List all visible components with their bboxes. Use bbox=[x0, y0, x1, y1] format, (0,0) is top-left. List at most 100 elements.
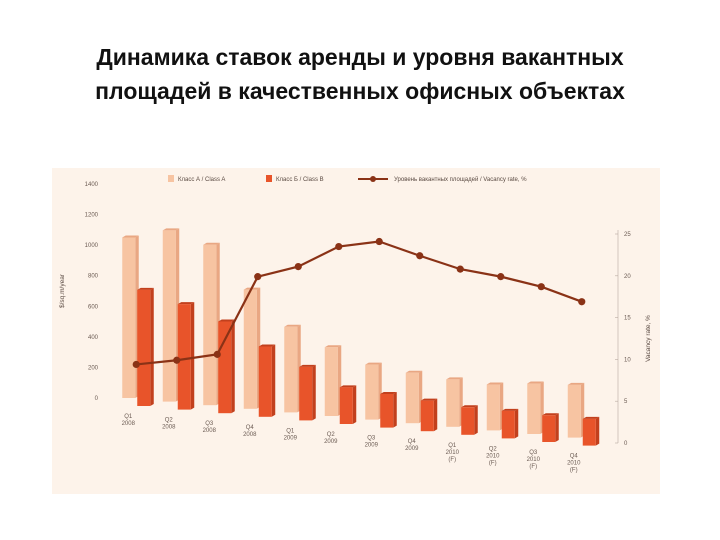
y-axis-tick-label: 1000 bbox=[85, 243, 99, 249]
x-axis-year-label: 2008 bbox=[243, 432, 257, 438]
y2-axis-tick-label: 25 bbox=[624, 232, 631, 238]
vacancy-rate-point bbox=[375, 237, 383, 246]
class-a-bar bbox=[203, 244, 217, 406]
x-axis-quarter-label: Q4 bbox=[408, 439, 417, 445]
x-axis-year-label: 2008 bbox=[162, 425, 176, 431]
class-a-bar-top bbox=[365, 362, 382, 365]
vacancy-rate-point bbox=[456, 265, 464, 273]
y-axis-tick-label: 1400 bbox=[85, 182, 99, 188]
class-b-bar bbox=[380, 393, 394, 428]
vacancy-rate-point bbox=[132, 360, 140, 369]
class-a-bar-top bbox=[203, 242, 220, 245]
vacancy-rate-point bbox=[497, 273, 505, 281]
x-axis-year-label: 2009 bbox=[405, 446, 419, 452]
class-b-bar-side bbox=[352, 385, 357, 424]
class-a-bar-top bbox=[486, 382, 504, 385]
class-b-bar-side bbox=[474, 405, 478, 435]
vacancy-rate-point bbox=[173, 356, 181, 364]
class-b-bar-side bbox=[271, 344, 276, 417]
class-b-bar-top bbox=[420, 398, 438, 401]
x-axis-year-label: 2008 bbox=[122, 421, 136, 427]
legend-label-class-b: Класс Б / Class B bbox=[276, 177, 324, 183]
class-b-bar-top bbox=[137, 287, 154, 290]
x-axis-quarter-label: Q1 bbox=[286, 428, 295, 434]
y2-axis-tick-label: 15 bbox=[624, 316, 631, 322]
rent-vacancy-chart: 0 200 400 600 800 1000 1200 1400 $/sq.m/year 0 5 10… bbox=[59, 175, 652, 474]
vacancy-rate-point bbox=[416, 252, 424, 260]
class-b-bar-side bbox=[312, 364, 316, 421]
y-axis-tick-label: 400 bbox=[88, 335, 99, 341]
class-a-bar bbox=[122, 237, 136, 398]
class-a-bar bbox=[486, 384, 500, 431]
chart-panel: 0 200 400 600 800 1000 1200 1400 $/sq.m/year 0 5 10… bbox=[52, 168, 660, 494]
class-a-bar-top bbox=[122, 235, 139, 238]
class-b-bar-top bbox=[461, 405, 478, 408]
y2-axis-tick-label: 20 bbox=[624, 274, 631, 280]
class-b-bar bbox=[258, 346, 272, 417]
class-a-bar-top bbox=[284, 324, 301, 327]
class-a-bar-top bbox=[567, 382, 585, 385]
x-axis-year-label: 2009 bbox=[284, 435, 298, 441]
class-a-bar-top bbox=[446, 377, 463, 380]
y2-axis-tick-label: 5 bbox=[624, 399, 628, 405]
class-b-bar-top bbox=[218, 319, 235, 322]
class-b-bar-top bbox=[542, 413, 559, 416]
class-b-bar bbox=[501, 410, 515, 439]
vacancy-rate-point bbox=[578, 298, 586, 306]
y-axis-tick-label: 200 bbox=[88, 365, 99, 371]
class-b-bar-top bbox=[258, 344, 276, 347]
legend-swatch-class-b bbox=[266, 175, 272, 182]
class-a-bar bbox=[162, 230, 176, 402]
x-axis-year-label: 2009 bbox=[324, 439, 338, 445]
class-b-bar bbox=[339, 387, 353, 424]
class-b-bar-top bbox=[582, 416, 600, 419]
x-axis-quarter-label: Q1 bbox=[448, 443, 457, 449]
y2-axis-tick-label: 10 bbox=[624, 357, 631, 363]
x-axis-forecast-label: (F) bbox=[489, 460, 497, 466]
class-b-bar-side bbox=[514, 408, 519, 439]
x-axis-quarter-label: Q2 bbox=[165, 418, 174, 424]
class-b-bar-top bbox=[380, 391, 397, 394]
x-axis-quarter-label: Q3 bbox=[205, 421, 214, 427]
class-b-bar bbox=[420, 400, 434, 432]
y-axis-label: $/sq.m/year bbox=[59, 273, 66, 308]
vacancy-rate-point bbox=[213, 350, 221, 358]
y-axis-tick-label: 800 bbox=[88, 274, 99, 280]
class-b-bar-side bbox=[595, 416, 600, 446]
y-axis-tick-label: 0 bbox=[95, 396, 99, 402]
y2-axis-tick-label: 0 bbox=[624, 441, 628, 447]
y-axis-tick-label: 1200 bbox=[85, 213, 99, 219]
x-axis-year-label: 2010 bbox=[486, 453, 500, 459]
x-axis-quarter-label: Q3 bbox=[367, 436, 376, 442]
y-axis-tick-label: 600 bbox=[88, 304, 99, 310]
class-a-bar bbox=[243, 289, 257, 409]
class-b-bar bbox=[177, 304, 191, 410]
x-axis-quarter-label: Q1 bbox=[124, 414, 133, 420]
x-axis-quarter-label: Q2 bbox=[327, 432, 336, 438]
class-a-bar bbox=[567, 384, 581, 438]
class-b-bar-side bbox=[555, 413, 559, 442]
class-a-bar bbox=[527, 383, 541, 434]
x-axis-year-label: 2010 bbox=[446, 450, 460, 456]
class-b-bar-side bbox=[433, 398, 438, 432]
class-a-bar-top bbox=[162, 228, 180, 231]
x-axis-forecast-label: (F) bbox=[448, 457, 456, 463]
legend-label-vacancy: Уровень вакантных площадей / Vacancy rat… bbox=[394, 176, 527, 183]
x-axis-quarter-label: Q4 bbox=[246, 425, 255, 431]
class-b-bar bbox=[542, 415, 556, 442]
class-b-bar-side bbox=[231, 319, 235, 414]
y2-axis-label: Vacancy rate, % bbox=[645, 315, 652, 362]
class-b-bar-top bbox=[501, 408, 519, 411]
x-axis-quarter-label: Q2 bbox=[489, 446, 498, 452]
x-axis-year-label: 2010 bbox=[567, 461, 581, 467]
class-b-bar bbox=[299, 366, 313, 421]
class-a-bar bbox=[365, 364, 379, 420]
vacancy-rate-point bbox=[254, 273, 262, 281]
class-b-bar bbox=[137, 289, 151, 406]
x-axis-year-label: 2010 bbox=[527, 457, 541, 463]
class-b-bar-top bbox=[339, 385, 357, 388]
class-a-bar bbox=[446, 379, 460, 427]
class-b-bar-side bbox=[150, 287, 154, 406]
class-b-bar bbox=[582, 418, 596, 446]
class-b-bar bbox=[461, 407, 475, 435]
